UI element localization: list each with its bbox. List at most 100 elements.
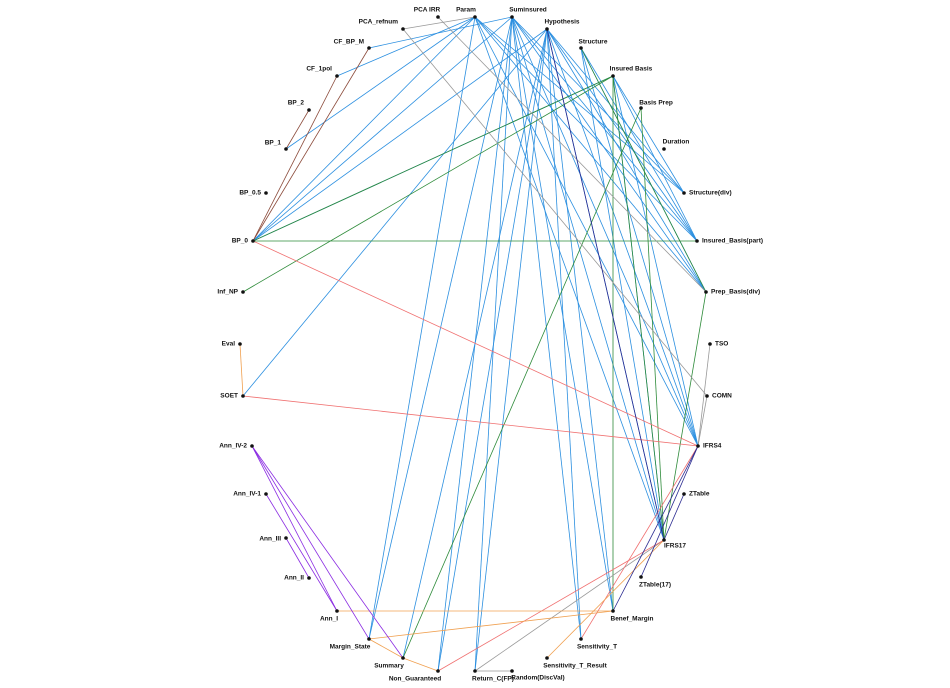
edge (285, 537, 310, 579)
node-dot (682, 492, 686, 496)
edge (368, 16, 513, 49)
edge (474, 16, 699, 447)
node-label: Suminsured (509, 7, 547, 14)
node-label: Insured Basis (610, 66, 653, 73)
node-label: Random(DiscVal) (511, 675, 564, 682)
node-dot (579, 637, 583, 641)
node-dot (708, 342, 712, 346)
node-label: IFRS4 (703, 443, 722, 450)
nodes: PCA IRR Param Suminsured Hypothesis Structur… (217, 7, 763, 683)
edge (580, 47, 707, 293)
edge (546, 28, 665, 541)
edge (251, 445, 370, 640)
edge (265, 493, 338, 612)
node-dot (264, 492, 268, 496)
edge (402, 657, 439, 672)
node-label: Ann_IV-1 (233, 491, 261, 498)
node-dot (611, 74, 615, 78)
node-label: Ann_I (320, 616, 338, 623)
edge (612, 75, 685, 194)
edge (546, 28, 698, 242)
node-dot (662, 147, 666, 151)
node-label: TSO (715, 341, 728, 348)
edge (252, 75, 614, 242)
node-label: Margin_State (330, 644, 371, 651)
node-label: COMN (712, 393, 732, 400)
edge (580, 47, 698, 242)
node-label: Return_C(FP) (472, 676, 514, 683)
edge (368, 16, 513, 640)
edge (546, 28, 685, 194)
node-dot (284, 147, 288, 151)
node-label: BP_0.5 (239, 190, 261, 197)
node-dot (696, 444, 700, 448)
edges (239, 16, 711, 672)
node-label: BP_2 (288, 100, 305, 107)
edge (437, 539, 665, 672)
node-dot (367, 46, 371, 50)
edge (402, 107, 642, 659)
node-dot (307, 108, 311, 112)
edge (612, 445, 699, 612)
node-label: Benef_Margin (611, 616, 654, 623)
edge (252, 240, 699, 447)
edge (511, 16, 699, 447)
edge (437, 28, 548, 672)
edge (580, 47, 699, 447)
node-dot (545, 656, 549, 660)
node-dot (611, 609, 615, 613)
node-dot (401, 656, 405, 660)
edge (251, 445, 404, 659)
node-dot (238, 342, 242, 346)
edge (285, 16, 476, 150)
edge (511, 16, 707, 293)
node-label: ZTable (689, 491, 710, 498)
edge (546, 28, 614, 612)
node-label: Ann_IV-2 (219, 443, 247, 450)
node-label: Insured_Basis(part) (702, 238, 763, 245)
node-dot (662, 538, 666, 542)
node-dot (241, 394, 245, 398)
node-label: PCA IRR (414, 7, 441, 14)
node-label: Ann_III (259, 536, 281, 543)
edge (511, 16, 582, 640)
edge (474, 16, 665, 541)
node-dot (307, 576, 311, 580)
edge (546, 539, 665, 659)
node-dot (436, 15, 440, 19)
node-dot (335, 609, 339, 613)
edge (242, 28, 548, 397)
node-label: Ann_II (284, 575, 304, 582)
edge (252, 16, 513, 242)
node-label: Structure (579, 39, 608, 46)
node-dot (284, 536, 288, 540)
node-label: Eval (222, 341, 236, 348)
edge (252, 75, 338, 242)
node-label: Non_Guaranteed (389, 676, 441, 683)
edge (474, 539, 665, 672)
node-dot (705, 394, 709, 398)
node-label: BP_1 (265, 140, 282, 147)
edge (239, 343, 244, 397)
edge (612, 75, 699, 447)
edge (697, 343, 711, 447)
edge (640, 107, 665, 541)
edge (546, 28, 699, 447)
node-label: PCA_refnum (359, 19, 399, 26)
edge (511, 16, 665, 541)
node-dot (401, 27, 405, 31)
edge (402, 16, 476, 30)
edge (251, 445, 338, 612)
edge (612, 75, 698, 242)
edge (252, 16, 476, 242)
node-dot (264, 191, 268, 195)
node-label: Summary (374, 663, 404, 670)
node-dot (704, 290, 708, 294)
node-dot (473, 669, 477, 673)
node-dot (510, 669, 514, 673)
node-dot (367, 637, 371, 641)
node-label: ZTable(17) (639, 582, 671, 589)
edge (285, 109, 310, 150)
node-label: Duration (663, 139, 690, 146)
